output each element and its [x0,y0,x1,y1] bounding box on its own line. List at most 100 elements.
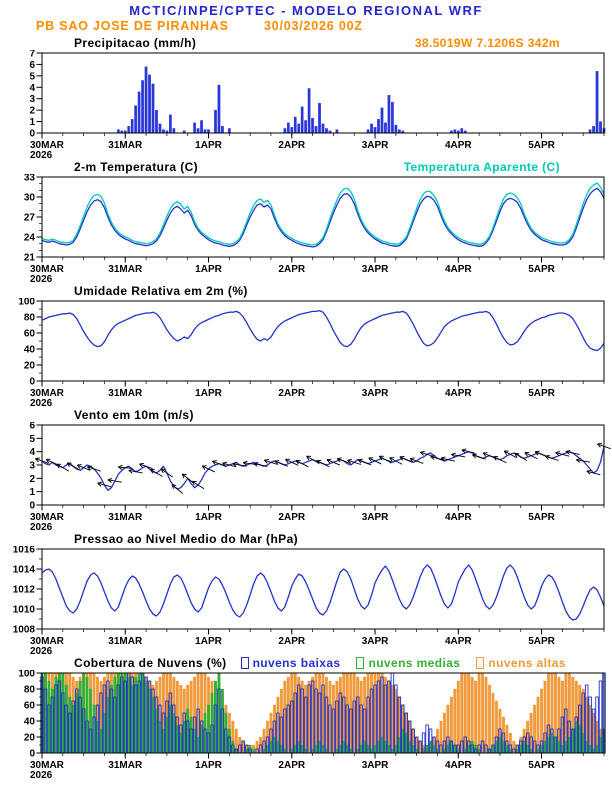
svg-text:5APR: 5APR [528,760,555,771]
svg-text:3APR: 3APR [362,264,389,275]
cloud-legend: nuvens baixas nuvens medias nuvens altas [240,656,566,670]
svg-text:1APR: 1APR [195,512,222,523]
svg-text:2026: 2026 [30,770,53,778]
svg-text:2APR: 2APR [278,512,305,523]
svg-text:6: 6 [29,60,35,71]
precipitation-title-row: Precipitacao (mm/h) 38.5019W 7.1206S 342… [0,35,612,50]
svg-text:31MAR: 31MAR [108,388,143,399]
svg-text:2APR: 2APR [278,140,305,151]
svg-text:4APR: 4APR [445,388,472,399]
svg-text:5APR: 5APR [528,512,555,523]
svg-text:3APR: 3APR [362,388,389,399]
temperature-chart: 21 24 27 30 33 30MAR 31MAR 1APR 2APR 3APR 4APR 5APR… [24,174,605,282]
svg-text:31MAR: 31MAR [108,264,143,275]
run-datetime: 30/03/2026 00Z [264,19,363,33]
svg-text:31MAR: 31MAR [108,512,143,523]
svg-text:2APR: 2APR [278,760,305,771]
svg-text:1APR: 1APR [195,140,222,151]
station-header: PB SAO JOSE DE PIRANHAS 30/03/2026 00Z [0,19,612,34]
svg-text:33: 33 [24,174,36,184]
svg-text:6: 6 [29,422,35,432]
station-coordinates: 38.5019W 7.1206S 342m [414,36,560,50]
svg-text:3APR: 3APR [362,636,389,647]
temperature-title-row: 2-m Temperatura (C) Temperatura Aparente… [0,159,612,174]
svg-text:1APR: 1APR [195,388,222,399]
svg-text:2: 2 [29,106,35,117]
svg-text:1010: 1010 [13,605,36,616]
svg-text:1008: 1008 [13,625,36,636]
legend-mid-clouds: nuvens medias [356,656,460,670]
pressure-title-row: Pressao ao Nivel Medio do Mar (hPa) [0,531,612,546]
svg-text:2APR: 2APR [278,636,305,647]
svg-text:20: 20 [24,733,36,744]
panel-title-temperature: 2-m Temperatura (C) [74,160,199,174]
svg-text:30MAR: 30MAR [30,636,65,647]
wind-title-row: Vento em 10m (m/s) [0,407,612,422]
panel-title-clouds: Cobertura de Nuvens (%) [74,656,227,670]
svg-text:3: 3 [29,461,35,472]
svg-text:30: 30 [24,193,36,204]
svg-text:2APR: 2APR [278,388,305,399]
svg-text:0: 0 [29,377,35,388]
svg-text:30MAR: 30MAR [30,388,65,399]
svg-text:2: 2 [29,474,35,485]
svg-text:2026: 2026 [30,150,53,158]
panel-title-pressure: Pressao ao Nivel Medio do Mar (hPa) [74,532,299,546]
svg-text:3: 3 [29,94,35,105]
svg-text:4APR: 4APR [445,140,472,151]
legend-swatch-mid-clouds [356,657,365,669]
svg-text:27: 27 [24,213,36,224]
svg-text:1012: 1012 [13,585,36,596]
panel-title-wind: Vento em 10m (m/s) [74,408,194,422]
svg-text:3APR: 3APR [362,760,389,771]
svg-text:1016: 1016 [13,546,36,556]
legend-low-clouds: nuvens baixas [240,656,341,670]
svg-text:20: 20 [24,361,36,372]
svg-text:30MAR: 30MAR [30,760,65,771]
svg-text:3APR: 3APR [362,140,389,151]
svg-text:1APR: 1APR [195,760,222,771]
legend-label-mid-clouds: nuvens medias [368,656,461,670]
svg-text:21: 21 [24,253,36,264]
wind-chart: 0 1 2 3 4 5 6 30MAR 31MAR 1APR 2APR 3APR 4APR 5APR 202… [29,422,611,530]
svg-text:2026: 2026 [30,646,53,654]
legend-swatch-low-clouds [240,657,249,669]
panel-title-precipitation: Precipitacao (mm/h) [74,36,197,50]
svg-text:80: 80 [24,313,36,324]
svg-text:0: 0 [29,501,35,512]
svg-text:30MAR: 30MAR [30,512,65,523]
svg-text:5APR: 5APR [528,264,555,275]
svg-text:40: 40 [24,717,36,728]
svg-text:0: 0 [29,129,35,140]
svg-text:5APR: 5APR [528,140,555,151]
svg-text:2026: 2026 [30,522,53,530]
svg-text:30MAR: 30MAR [30,264,65,275]
svg-text:60: 60 [24,701,36,712]
cloud-cover-chart: 0 20 40 60 80 100 30MAR 31MAR 1APR 2APR 3APR 4APR 5A… [18,670,606,778]
svg-text:4: 4 [29,83,35,94]
svg-text:7: 7 [29,50,35,60]
legend-label-low-clouds: nuvens baixas [252,656,341,670]
svg-text:1APR: 1APR [195,264,222,275]
svg-text:2026: 2026 [30,398,53,406]
clouds-title-row: Cobertura de Nuvens (%) nuvens baixas nu… [0,655,612,670]
station-name: PB SAO JOSE DE PIRANHAS [36,19,229,33]
svg-text:5APR: 5APR [528,388,555,399]
svg-text:1: 1 [29,117,35,128]
humidity-chart: 0 20 40 60 80 100 30MAR 31MAR 1APR 2APR 3APR 4APR 5A… [18,298,605,406]
legend-label-high-clouds: nuvens altas [488,656,566,670]
svg-text:60: 60 [24,329,36,340]
svg-text:31MAR: 31MAR [108,636,143,647]
svg-text:5: 5 [29,434,35,445]
svg-text:1APR: 1APR [195,636,222,647]
svg-text:4APR: 4APR [445,760,472,771]
humidity-title-row: Umidade Relativa em 2m (%) [0,283,612,298]
svg-text:4APR: 4APR [445,512,472,523]
svg-text:2026: 2026 [30,274,53,282]
page-title: MCTIC/INPE/CPTEC - MODELO REGIONAL WRF [129,3,483,18]
svg-text:3APR: 3APR [362,512,389,523]
svg-text:40: 40 [24,345,36,356]
legend-high-clouds: nuvens altas [476,656,566,670]
